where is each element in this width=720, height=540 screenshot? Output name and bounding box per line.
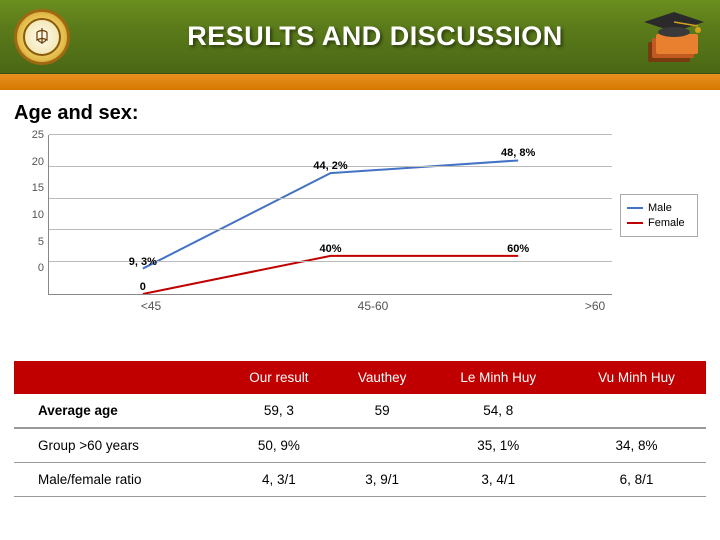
chart-x-category: <45: [40, 299, 262, 313]
table-row-label: Male/female ratio: [14, 463, 223, 497]
chart-data-label: 44, 2%: [313, 160, 347, 172]
table-cell: 50, 9%: [223, 428, 335, 463]
table-row: Group >60 years50, 9% 35, 1%34, 8%: [14, 428, 706, 463]
age-sex-chart: 2520151050 9, 3% 44, 2% 48, 8% 0 40% 60% Male…: [14, 135, 706, 295]
results-table: Our resultVautheyLe Minh HuyVu Minh Huy …: [14, 361, 706, 497]
chart-x-category: 45-60: [262, 299, 484, 313]
chart-data-label: 40%: [319, 243, 341, 255]
graduation-cap-icon: [638, 8, 710, 68]
accent-strip: [0, 74, 720, 90]
legend-item: Male: [627, 202, 691, 214]
table-cell: [335, 428, 430, 463]
chart-x-axis: <4545-60>60: [40, 295, 706, 313]
table-column-header: Le Minh Huy: [430, 361, 567, 394]
table-cell: 35, 1%: [430, 428, 567, 463]
table-column-header: Vauthey: [335, 361, 430, 394]
chart-data-label: 60%: [507, 243, 529, 255]
header-bar: RESULTS AND DISCUSSION: [0, 0, 720, 74]
table-header-row: Our resultVautheyLe Minh HuyVu Minh Huy: [14, 361, 706, 394]
table-row: Average age59, 35954, 8: [14, 394, 706, 428]
section-title: Age and sex:: [14, 102, 706, 125]
table-cell: 4, 3/1: [223, 463, 335, 497]
table-cell: 59, 3: [223, 394, 335, 428]
table-corner-cell: [14, 361, 223, 394]
logo-emblem: [14, 9, 70, 65]
table-cell: 59: [335, 394, 430, 428]
table-column-header: Our result: [223, 361, 335, 394]
chart-legend: Male Female: [620, 194, 698, 237]
table-row-label: Average age: [14, 394, 223, 428]
chart-y-axis: 2520151050: [22, 135, 48, 295]
legend-item: Female: [627, 217, 691, 229]
table-cell: 6, 8/1: [567, 463, 706, 497]
table-cell: 3, 4/1: [430, 463, 567, 497]
table-cell: [567, 394, 706, 428]
table-cell: 34, 8%: [567, 428, 706, 463]
chart-data-label: 0: [140, 281, 146, 293]
chart-x-category: >60: [484, 299, 706, 313]
chart-plot-area: 9, 3% 44, 2% 48, 8% 0 40% 60%: [48, 135, 612, 295]
table-cell: 3, 9/1: [335, 463, 430, 497]
table-cell: 54, 8: [430, 394, 567, 428]
table-body: Average age59, 35954, 8Group >60 years50…: [14, 394, 706, 497]
page-title: RESULTS AND DISCUSSION: [70, 21, 720, 52]
chart-data-label: 9, 3%: [129, 255, 157, 267]
table-row-label: Group >60 years: [14, 428, 223, 463]
chart-data-label: 48, 8%: [501, 147, 535, 159]
table-row: Male/female ratio4, 3/13, 9/13, 4/16, 8/…: [14, 463, 706, 497]
table-column-header: Vu Minh Huy: [567, 361, 706, 394]
